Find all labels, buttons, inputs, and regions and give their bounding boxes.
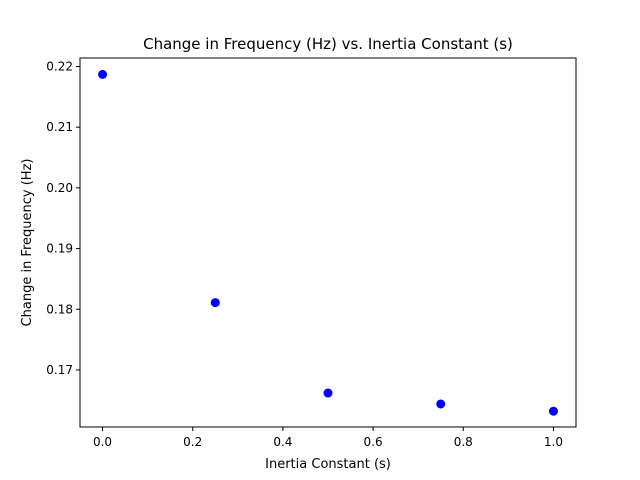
y-tick-label: 0.17 xyxy=(46,363,73,377)
x-axis-label: Inertia Constant (s) xyxy=(265,457,391,472)
chart-title: Change in Frequency (Hz) vs. Inertia Con… xyxy=(143,35,513,53)
y-axis-label: Change in Frequency (Hz) xyxy=(20,159,35,327)
x-tick-label: 0.0 xyxy=(93,435,112,449)
x-tick-label: 0.6 xyxy=(364,435,383,449)
data-point xyxy=(210,298,220,308)
y-tick-label: 0.18 xyxy=(46,302,73,316)
y-tick-label: 0.21 xyxy=(46,120,73,134)
x-axis-ticks: 0.0 0.2 0.4 0.6 0.8 1.0 xyxy=(93,427,563,449)
plot-area-frame xyxy=(79,57,577,428)
data-points xyxy=(98,69,558,416)
data-point xyxy=(548,406,558,416)
x-tick-label: 0.4 xyxy=(273,435,292,449)
x-tick-label: 1.0 xyxy=(544,435,563,449)
y-tick-label: 0.22 xyxy=(46,59,73,73)
data-point xyxy=(436,399,446,409)
y-axis-ticks: 0.17 0.18 0.19 0.20 0.21 0.22 xyxy=(46,59,80,377)
y-tick-label: 0.20 xyxy=(46,181,73,195)
y-tick-label: 0.19 xyxy=(46,242,73,256)
x-tick-label: 0.2 xyxy=(183,435,202,449)
data-point xyxy=(98,69,108,79)
x-tick-label: 0.8 xyxy=(454,435,473,449)
data-point xyxy=(323,388,333,398)
